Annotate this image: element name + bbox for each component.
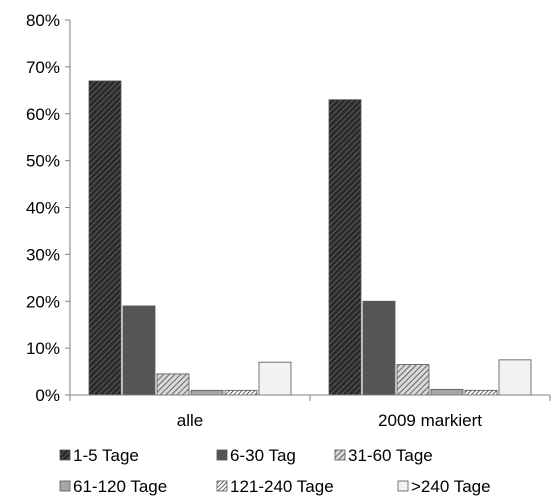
y-tick-label: 70% (26, 58, 60, 77)
bars (89, 81, 531, 395)
legend-label: 31-60 Tage (348, 446, 433, 465)
legend-swatch (335, 450, 345, 460)
bar-3-0 (191, 390, 223, 395)
legend-swatch (217, 450, 227, 460)
y-tick-label: 60% (26, 105, 60, 124)
y-tick-label: 20% (26, 292, 60, 311)
legend-label: >240 Tage (411, 477, 491, 496)
legend-label: 6-30 Tag (230, 446, 296, 465)
bar-4-1 (465, 390, 497, 395)
bar-2-0 (157, 374, 189, 395)
y-tick-label: 50% (26, 152, 60, 171)
legend: 1-5 Tage 6-30 Tag 31-60 Tage 61-120 Tage 121… (60, 446, 491, 496)
legend-swatch (398, 481, 408, 491)
y-axis: 0% 10% 20% 30% 40% 50% 60% 70% 80% (26, 11, 70, 405)
y-tick-label: 40% (26, 199, 60, 218)
legend-label: 1-5 Tage (73, 446, 139, 465)
bar-4-0 (225, 390, 257, 395)
bar-0-0 (89, 81, 121, 395)
y-tick-label: 0% (35, 386, 60, 405)
x-axis: alle 2009 markiert (70, 395, 550, 430)
legend-label: 61-120 Tage (73, 477, 167, 496)
bar-1-0 (123, 306, 155, 395)
legend-swatch (60, 450, 70, 460)
bar-3-1 (431, 389, 463, 395)
bar-0-1 (329, 100, 361, 395)
x-category-label: alle (177, 411, 203, 430)
y-tick-label: 80% (26, 11, 60, 30)
legend-label: 121-240 Tage (230, 477, 334, 496)
bar-2-1 (397, 365, 429, 395)
y-tick-label: 30% (26, 245, 60, 264)
bar-5-0 (259, 362, 291, 395)
y-tick-label: 10% (26, 339, 60, 358)
bar-1-1 (363, 301, 395, 395)
legend-swatch (217, 481, 227, 491)
bar-5-1 (499, 360, 531, 395)
x-category-label: 2009 markiert (378, 411, 482, 430)
legend-swatch (60, 481, 70, 491)
